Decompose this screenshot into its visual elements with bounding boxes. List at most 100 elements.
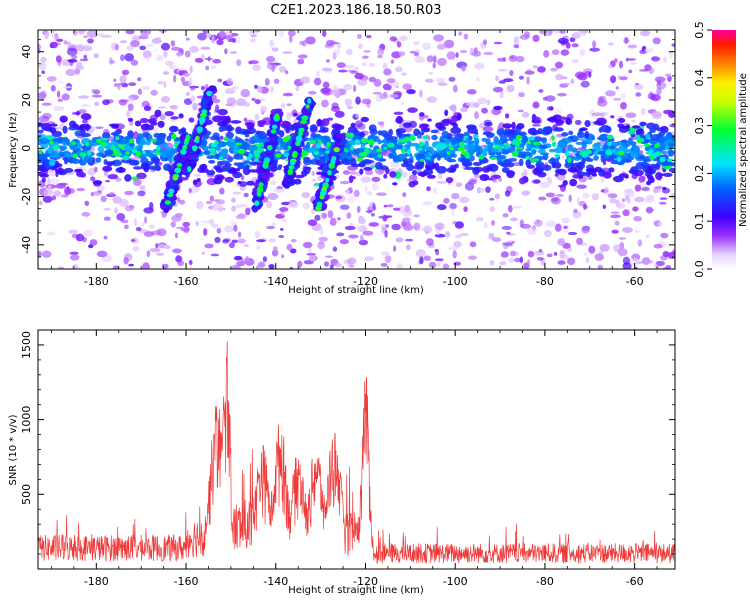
- heatmap-blob: [651, 111, 663, 120]
- heatmap-blob: [521, 190, 530, 196]
- heatmap-blob: [114, 44, 119, 51]
- heatmap-blob: [407, 107, 418, 113]
- heatmap-blob: [231, 197, 236, 203]
- heatmap-blob: [550, 67, 558, 72]
- heatmap-blob: [95, 126, 104, 129]
- heatmap-blob: [649, 155, 655, 161]
- heatmap-blob: [639, 121, 647, 127]
- heatmap-blob: [226, 142, 237, 147]
- heatmap-blob: [482, 126, 494, 133]
- heatmap-blob: [226, 77, 234, 86]
- heatmap-blob: [227, 38, 235, 43]
- heatmap-blob: [258, 182, 264, 187]
- heatmap-blob: [368, 76, 376, 83]
- heatmap-blob: [347, 195, 356, 203]
- heatmap-blob: [646, 166, 653, 174]
- heatmap-blob: [68, 229, 78, 234]
- heatmap-blob: [561, 154, 565, 161]
- heatmap-blob: [164, 60, 175, 66]
- heatmap-blob: [380, 263, 388, 267]
- heatmap-blob: [218, 156, 224, 161]
- heatmap-blob: [570, 78, 575, 84]
- heatmap-blob: [434, 258, 444, 262]
- heatmap-blob: [257, 261, 266, 268]
- heatmap-blob: [519, 256, 524, 264]
- heatmap-blob: [473, 174, 480, 178]
- heatmap-blob: [286, 243, 293, 251]
- heatmap-x-tick-label: -180: [84, 275, 109, 288]
- heatmap-blob: [647, 92, 656, 100]
- heatmap-blob: [163, 80, 167, 89]
- heatmap-blob: [598, 127, 603, 133]
- heatmap-blob: [641, 257, 651, 265]
- heatmap-blob: [432, 187, 438, 194]
- colorbar-ticks: 0.0 0.1 0.2 0.3 0.4 0.5: [693, 21, 712, 278]
- heatmap-blob: [199, 119, 204, 125]
- heatmap-blob: [131, 176, 139, 181]
- heatmap-blob: [100, 195, 107, 203]
- heatmap-x-tick-label: -160: [174, 275, 199, 288]
- heatmap-blob: [553, 252, 558, 256]
- heatmap-blob: [236, 162, 245, 166]
- heatmap-blob: [514, 141, 521, 148]
- heatmap-blob: [62, 125, 68, 134]
- snr-x-tick-label: -80: [536, 575, 554, 588]
- heatmap-blob: [57, 182, 69, 186]
- heatmap-blob: [328, 41, 340, 45]
- heatmap-blob: [38, 149, 43, 155]
- heatmap-x-ticks: -180 -160 -140 -120 -100 -80 -60: [51, 30, 658, 288]
- heatmap-blob: [38, 43, 41, 51]
- heatmap-blob: [382, 62, 388, 70]
- heatmap-blob: [458, 196, 470, 204]
- heatmap-blob: [370, 165, 375, 169]
- heatmap-blob: [450, 126, 462, 134]
- heatmap-blob: [164, 111, 175, 117]
- heatmap-blob: [576, 196, 580, 205]
- heatmap-blob: [156, 145, 161, 151]
- heatmap-blob: [609, 198, 617, 204]
- heatmap-blob: [58, 80, 64, 84]
- heatmap-blob: [395, 85, 399, 88]
- colorbar-tick-label: 0.2: [693, 165, 706, 183]
- heatmap-blob: [449, 202, 457, 210]
- heatmap-blob: [218, 204, 223, 213]
- heatmap-blob: [592, 40, 597, 48]
- heatmap-blob: [254, 231, 261, 238]
- heatmap-blob: [231, 86, 239, 90]
- heatmap-frame: [37, 29, 676, 270]
- heatmap-blob: [350, 122, 356, 128]
- heatmap-blob: [473, 47, 478, 55]
- heatmap-blob: [157, 244, 167, 249]
- heatmap-blob: [485, 186, 491, 194]
- heatmap-blob: [576, 184, 587, 189]
- heatmap-blob: [140, 32, 149, 38]
- heatmap-blob: [346, 151, 351, 157]
- heatmap-y-ticks: -40 -20 0 20 40: [20, 39, 675, 270]
- heatmap-blob: [237, 231, 242, 238]
- heatmap-blob: [334, 110, 345, 118]
- heatmap-blob: [383, 68, 392, 76]
- heatmap-blob: [367, 139, 375, 145]
- heatmap-blob: [314, 214, 321, 221]
- heatmap-blob: [446, 51, 456, 60]
- heatmap-blob: [393, 207, 401, 211]
- heatmap-blob: [364, 185, 368, 193]
- heatmap-blob: [353, 130, 360, 137]
- heatmap-blob: [536, 219, 540, 224]
- heatmap-blob: [424, 78, 434, 83]
- heatmap-blob: [391, 51, 402, 59]
- heatmap-blob: [426, 96, 438, 103]
- colorbar-tick-label: 0.0: [693, 260, 706, 278]
- heatmap-blob: [313, 77, 322, 86]
- heatmap-blob: [111, 159, 122, 167]
- heatmap-blob: [593, 155, 599, 161]
- heatmap-blob: [244, 244, 249, 248]
- heatmap-blob: [146, 124, 155, 131]
- heatmap-blob: [406, 89, 416, 95]
- heatmap-blob: [240, 89, 251, 98]
- heatmap-blob: [253, 149, 261, 156]
- heatmap-blob: [544, 128, 553, 135]
- heatmap-blob: [557, 260, 566, 265]
- heatmap-y-tick-label: 0: [20, 145, 33, 152]
- heatmap-blob: [354, 120, 363, 128]
